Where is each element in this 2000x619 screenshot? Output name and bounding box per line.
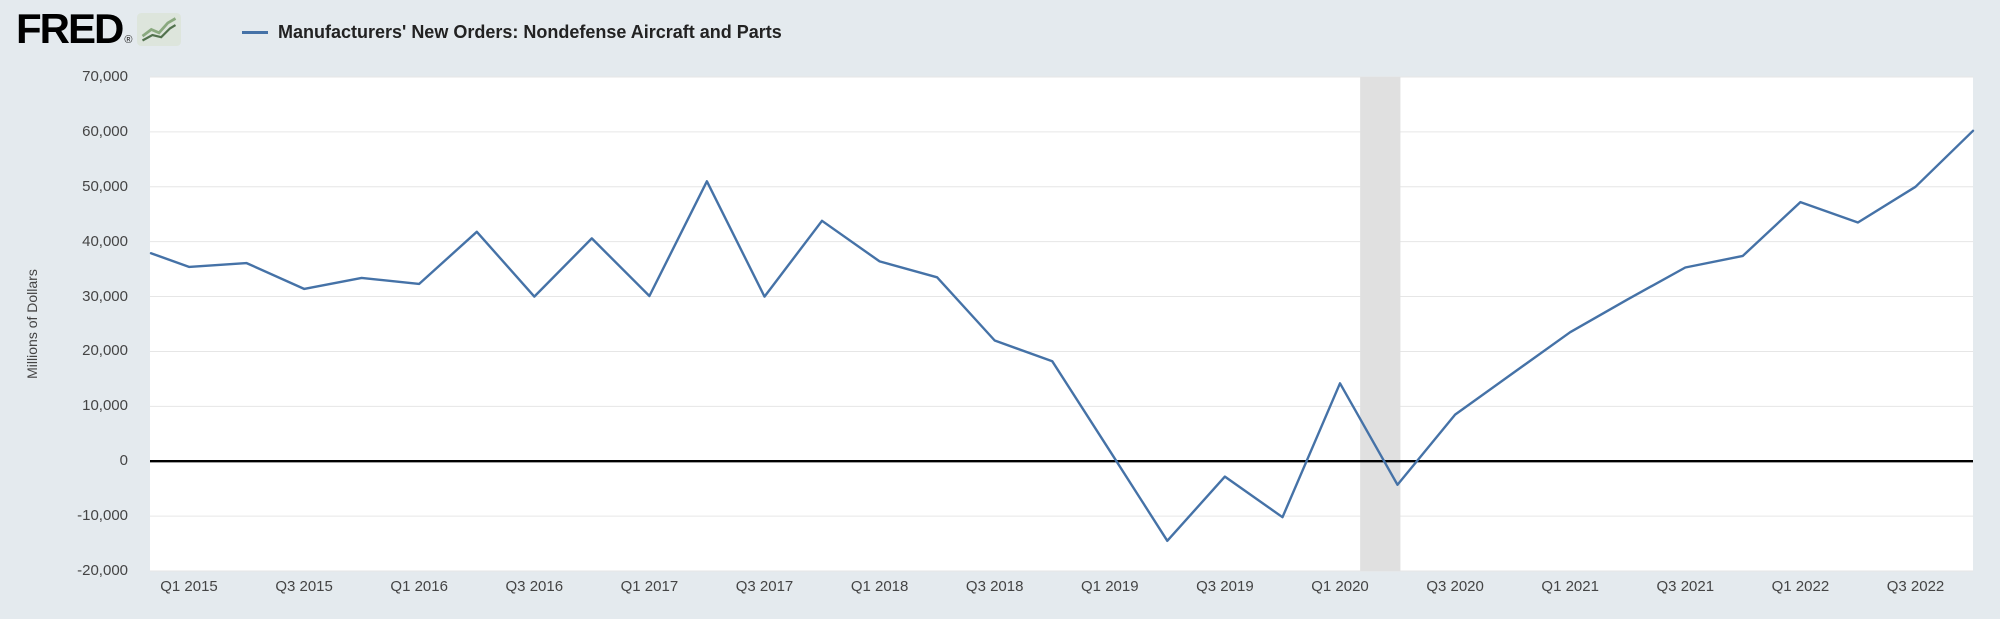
y-tick-label: -10,000 (77, 507, 128, 525)
x-tick-label: Q1 2020 (1311, 578, 1369, 595)
y-tick-label: 50,000 (82, 177, 128, 195)
x-tick-label: Q3 2019 (1196, 578, 1254, 595)
x-tick-label: Q1 2015 (160, 578, 218, 595)
y-tick-label: 0 (119, 452, 128, 470)
y-tick-label: 70,000 (82, 68, 128, 85)
chart-legend: Manufacturers' New Orders: Nondefense Ai… (242, 14, 782, 50)
x-tick-label: Q1 2019 (1081, 578, 1139, 595)
series-title: Manufacturers' New Orders: Nondefense Ai… (278, 21, 782, 42)
data-line (149, 129, 1975, 542)
y-tick-label: 20,000 (82, 342, 128, 360)
x-tick-label: Q3 2015 (275, 578, 333, 595)
x-tick-label: Q3 2022 (1886, 578, 1945, 595)
header: FRED ® Manufacturers' New Orders: Nondef… (0, 0, 2000, 64)
fred-logo-text: FRED (16, 5, 124, 52)
y-tick-label: 10,000 (82, 397, 128, 415)
y-tick-label: 30,000 (82, 287, 128, 305)
x-tick-label: Q3 2016 (505, 578, 564, 595)
registered-mark: ® (124, 34, 133, 46)
x-tick-label: Q1 2021 (1541, 578, 1599, 595)
y-tick-label: 40,000 (82, 232, 128, 250)
y-tick-label: 60,000 (82, 122, 128, 140)
plot-background (150, 77, 1973, 571)
x-tick-label: Q3 2018 (965, 578, 1024, 595)
fred-logo: FRED ® (16, 5, 182, 52)
recession-band (1360, 77, 1401, 571)
x-tick-label: Q3 2017 (735, 578, 794, 595)
series-color-swatch (242, 30, 268, 34)
x-tick-label: Q3 2021 (1656, 578, 1715, 595)
y-tick-label: -20,000 (77, 562, 128, 579)
x-tick-label: Q1 2017 (620, 578, 679, 595)
x-tick-label: Q3 2020 (1426, 578, 1484, 595)
x-tick-label: Q1 2018 (850, 578, 909, 595)
x-tick-label: Q1 2016 (390, 578, 448, 595)
sparkline-chart-icon (137, 12, 182, 46)
x-tick-label: Q1 2022 (1771, 578, 1830, 595)
